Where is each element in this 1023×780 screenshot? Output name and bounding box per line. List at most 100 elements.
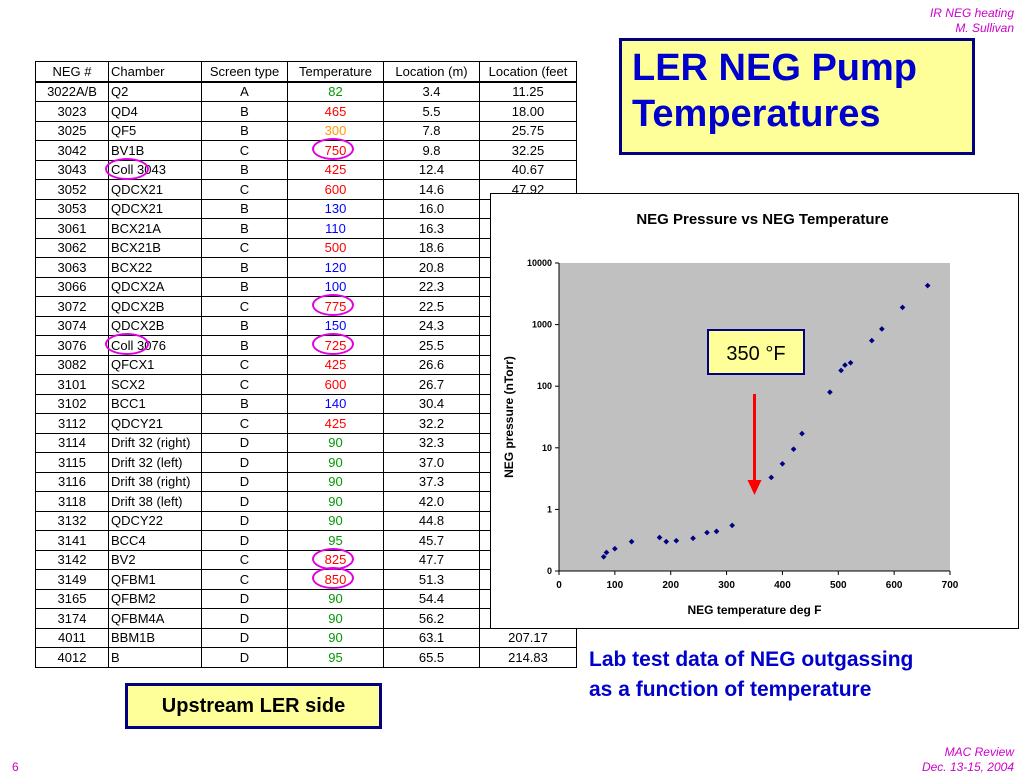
footer-dates: Dec. 13-15, 2004 — [921, 760, 1014, 774]
cell-chamber: BCX22 — [108, 257, 202, 278]
cell-screen-type: D — [201, 588, 288, 609]
cell-neg: 3115 — [35, 452, 109, 473]
cell-neg: 4011 — [35, 627, 109, 648]
cell-neg: 3076 — [35, 335, 109, 356]
cell-temperature: 90 — [287, 452, 384, 473]
cell-neg: 3023 — [35, 101, 109, 122]
col-header-location-m: Location (m) — [383, 61, 480, 83]
data-point — [704, 529, 710, 536]
cell-screen-type: C — [201, 354, 288, 375]
x-tick-label: 400 — [774, 580, 791, 591]
data-point — [827, 389, 833, 395]
page-number: 6 — [12, 760, 19, 774]
cell-temperature: 425 — [287, 159, 384, 180]
cell-temperature: 300 — [287, 120, 384, 141]
cell-temperature: 425 — [287, 413, 384, 434]
highlight-ellipse — [312, 547, 354, 570]
cell-neg: 3174 — [35, 608, 109, 629]
cell-location-m: 63.1 — [383, 627, 480, 648]
cell-screen-type: B — [201, 257, 288, 278]
cell-chamber: QDCX21 — [108, 198, 202, 219]
chart-svg: NEG Pressure vs NEG Temperature NEG tempe… — [502, 211, 959, 617]
cell-chamber: BV2 — [108, 549, 202, 570]
cell-chamber: BCX21B — [108, 237, 202, 258]
data-point — [799, 430, 805, 437]
cell-screen-type: B — [201, 276, 288, 297]
cell-temperature: 140 — [287, 393, 384, 414]
cell-chamber: Coll 3043 — [105, 157, 202, 180]
cell-neg: 3116 — [35, 471, 109, 492]
cell-neg: 3142 — [35, 549, 109, 570]
cell-neg: 3132 — [35, 510, 109, 531]
cell-screen-type: C — [201, 140, 288, 161]
cell-neg: 3025 — [35, 120, 109, 141]
data-point — [628, 538, 635, 545]
annotation-box — [707, 329, 805, 375]
cell-location-m: 37.0 — [383, 452, 480, 473]
upstream-label: Upstream LER side — [125, 683, 382, 729]
col-header-location-ft: Location (feet — [479, 61, 577, 83]
cell-location-ft: 25.75 — [479, 120, 577, 141]
cell-chamber: QD4 — [108, 101, 202, 122]
data-point — [656, 534, 663, 541]
data-point — [899, 304, 906, 311]
chart-caption: Lab test data of NEG outgassing as a fun… — [589, 645, 1009, 705]
cell-neg: 3022A/B — [35, 81, 109, 102]
chart-title: NEG Pressure vs NEG Temperature — [636, 211, 888, 228]
cell-neg: 3102 — [35, 393, 109, 414]
data-point — [879, 326, 885, 332]
cell-screen-type: B — [201, 198, 288, 219]
header-author: M. Sullivan — [955, 21, 1014, 35]
cell-neg: 3118 — [35, 491, 109, 512]
cell-location-ft: 214.83 — [479, 647, 577, 668]
table-row: 3043 Coll 3043 B 425 12.4 40.67 — [35, 157, 577, 180]
cell-neg: 3053 — [35, 198, 109, 219]
cell-location-m: 32.3 — [383, 432, 480, 453]
cell-temperature: 90 — [287, 627, 384, 648]
cell-neg: 3114 — [35, 432, 109, 453]
cell-temperature: 90 — [287, 471, 384, 492]
highlight-ellipse — [312, 333, 354, 355]
cell-neg: 3042 — [35, 140, 109, 161]
cell-chamber: QFBM2 — [108, 588, 202, 609]
col-header-chamber: Chamber — [108, 61, 202, 83]
cell-temperature: 465 — [287, 101, 384, 122]
table-row: 3025 QF5 B 300 7.8 25.75 — [35, 120, 577, 141]
cell-temperature: 100 — [287, 276, 384, 297]
cell-location-m: 3.4 — [383, 81, 480, 102]
cell-chamber: Drift 32 (left) — [108, 452, 202, 473]
table-row: 4011 BBM1B D 90 63.1 207.17 — [35, 627, 577, 648]
y-tick-label: 10000 — [527, 258, 552, 268]
y-tick-label: 1000 — [532, 320, 552, 330]
cell-screen-type: B — [201, 120, 288, 141]
cell-chamber: Q2 — [108, 81, 202, 102]
cell-chamber: QDCY22 — [108, 510, 202, 531]
highlight-ellipse — [312, 567, 354, 589]
cell-location-m: 5.5 — [383, 101, 480, 122]
data-point — [868, 337, 875, 344]
cell-temperature: 600 — [287, 374, 384, 395]
cell-location-m: 56.2 — [383, 608, 480, 629]
cell-chamber: QDCX2B — [108, 296, 202, 317]
cell-location-m: 26.7 — [383, 374, 480, 395]
table-row: 3022A/B Q2 A 82 3.4 11.25 — [35, 81, 577, 102]
cell-temperature: 850 — [287, 567, 384, 590]
data-point — [790, 446, 797, 453]
slide-header: IR NEG heating M. Sullivan — [930, 6, 1014, 36]
cell-temperature: 82 — [287, 81, 384, 102]
cell-chamber: BCX21A — [108, 218, 202, 239]
slide-footer: MAC Review Dec. 13-15, 2004 — [922, 745, 1014, 775]
cell-location-m: 26.6 — [383, 354, 480, 375]
cell-chamber: QDCY21 — [108, 413, 202, 434]
cell-neg: 3061 — [35, 218, 109, 239]
cell-temperature: 95 — [287, 647, 384, 668]
cell-screen-type: C — [201, 413, 288, 434]
table-row: 3072 QDCX2B C 775 22.5 — [35, 294, 577, 317]
cell-location-m: 22.3 — [383, 276, 480, 297]
cell-temperature: 95 — [287, 530, 384, 551]
cell-chamber: QDCX2B — [108, 315, 202, 336]
cell-location-m: 7.8 — [383, 120, 480, 141]
y-tick-label: 0 — [547, 566, 552, 576]
cell-temperature: 500 — [287, 237, 384, 258]
cell-temperature: 750 — [287, 138, 384, 161]
